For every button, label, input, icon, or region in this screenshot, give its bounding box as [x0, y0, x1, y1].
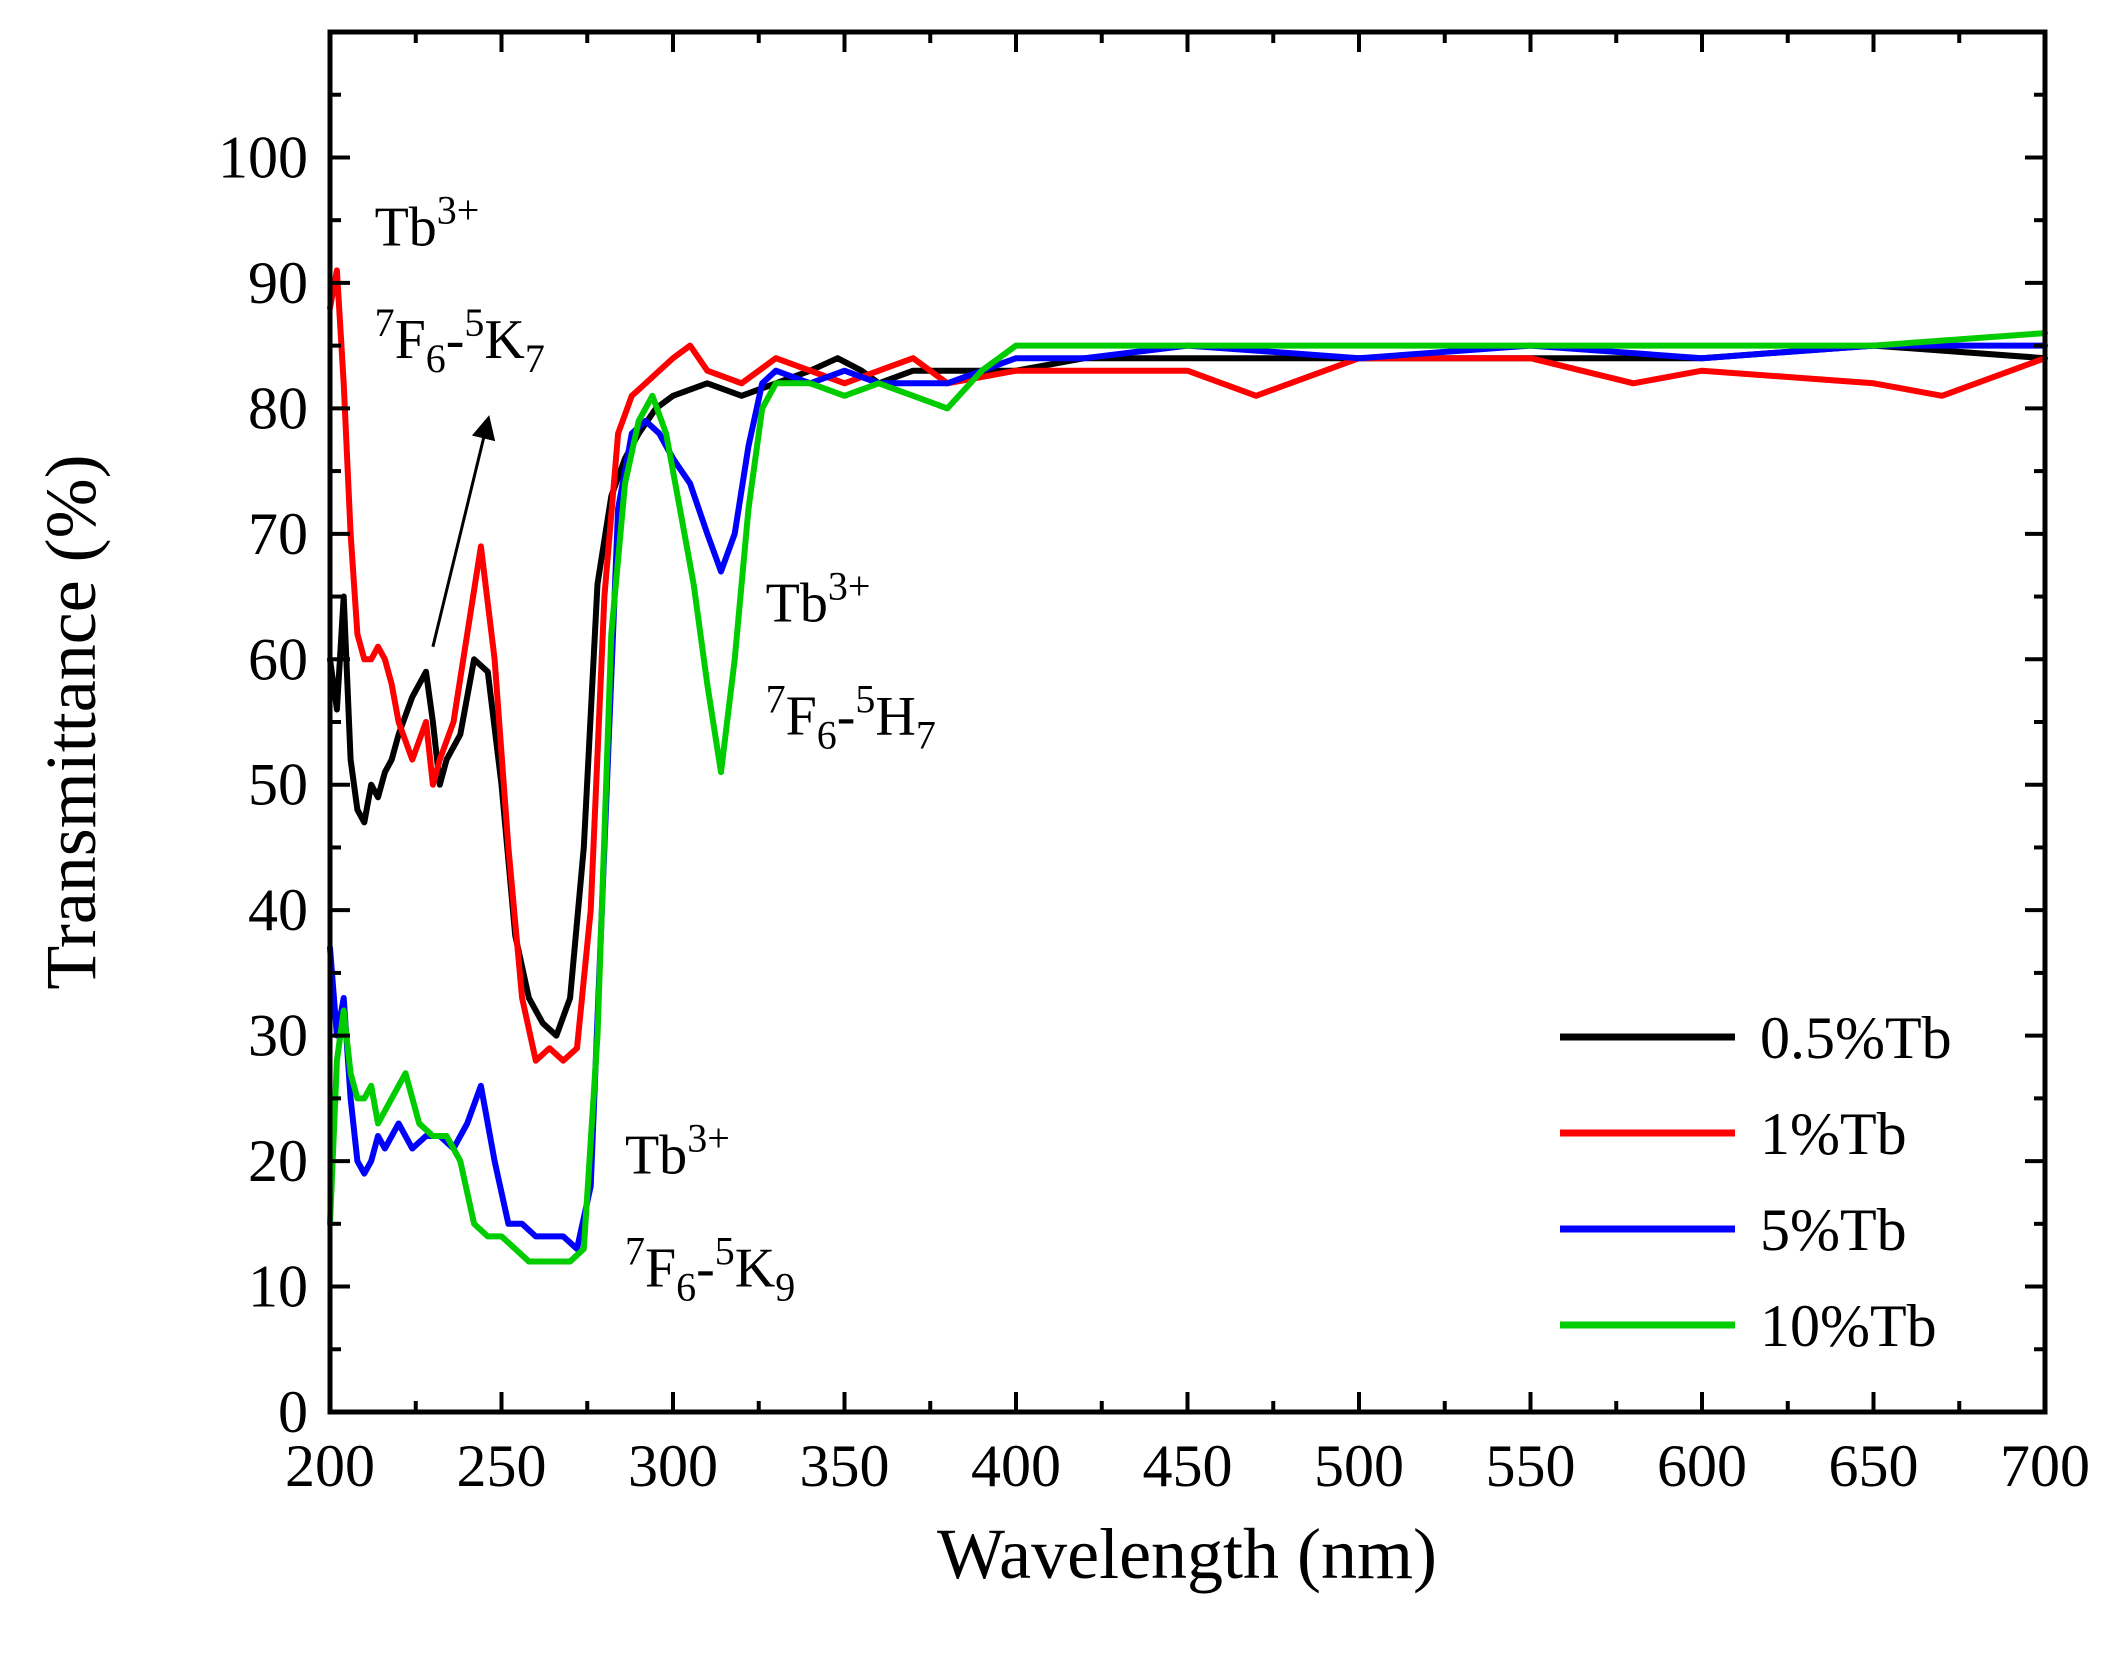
y-tick-label: 50	[248, 752, 308, 818]
x-tick-label: 300	[628, 1433, 718, 1499]
x-tick-label: 700	[2000, 1433, 2090, 1499]
legend-label: 5%Tb	[1760, 1197, 1907, 1263]
y-tick-label: 0	[278, 1379, 308, 1445]
x-tick-label: 400	[971, 1433, 1061, 1499]
x-tick-label: 250	[457, 1433, 547, 1499]
legend-label: 10%Tb	[1760, 1293, 1937, 1359]
y-tick-label: 20	[248, 1128, 308, 1194]
y-tick-label: 30	[248, 1003, 308, 1069]
y-tick-label: 90	[248, 250, 308, 316]
series-line-0-5-tb	[327, 342, 2048, 1039]
y-tick-label: 80	[248, 375, 308, 441]
annotation-label: Tb3+	[766, 564, 871, 635]
y-tick-label: 10	[248, 1254, 308, 1320]
x-tick-label: 450	[1143, 1433, 1233, 1499]
x-tick-label: 600	[1657, 1433, 1747, 1499]
legend: 0.5%Tb 1%Tb 5%Tb 10%Tb	[1560, 1005, 1952, 1359]
x-tick-label: 350	[800, 1433, 890, 1499]
x-tick-label: 200	[285, 1433, 375, 1499]
annotation-layer: Tb3+ 7F6-5K7 Tb3+ 7F6-5H7 Tb3+ 7F6-5K9	[375, 187, 936, 1309]
annotation-label: 7F6-5H7	[766, 677, 936, 758]
legend-label: 1%Tb	[1760, 1101, 1907, 1167]
x-tick-label: 550	[1486, 1433, 1576, 1499]
series-line-1-tb	[327, 267, 2048, 1064]
legend-label: 0.5%Tb	[1760, 1005, 1952, 1071]
annotation-label: 7F6-5K7	[375, 300, 545, 381]
ticks-layer: 200 250 300 350 400 450 500 550 600 650 700 0 10 20 30…	[218, 32, 2090, 1499]
annotation-label: 7F6-5K9	[625, 1229, 795, 1310]
y-tick-label: 40	[248, 877, 308, 943]
y-axis-title: Transmittance (%)	[31, 454, 111, 989]
annotation-label: Tb3+	[375, 187, 480, 258]
y-tick-label: 100	[218, 124, 308, 190]
x-tick-label: 650	[1829, 1433, 1919, 1499]
y-tick-label: 70	[248, 501, 308, 567]
y-tick-label: 60	[248, 626, 308, 692]
annotation-arrow	[431, 415, 496, 648]
annotation-label: Tb3+	[625, 1116, 730, 1187]
x-axis-title: Wavelength (nm)	[937, 1514, 1437, 1594]
series-line-10-tb	[327, 330, 2048, 1265]
series-layer	[327, 267, 2048, 1265]
x-tick-label: 500	[1314, 1433, 1404, 1499]
